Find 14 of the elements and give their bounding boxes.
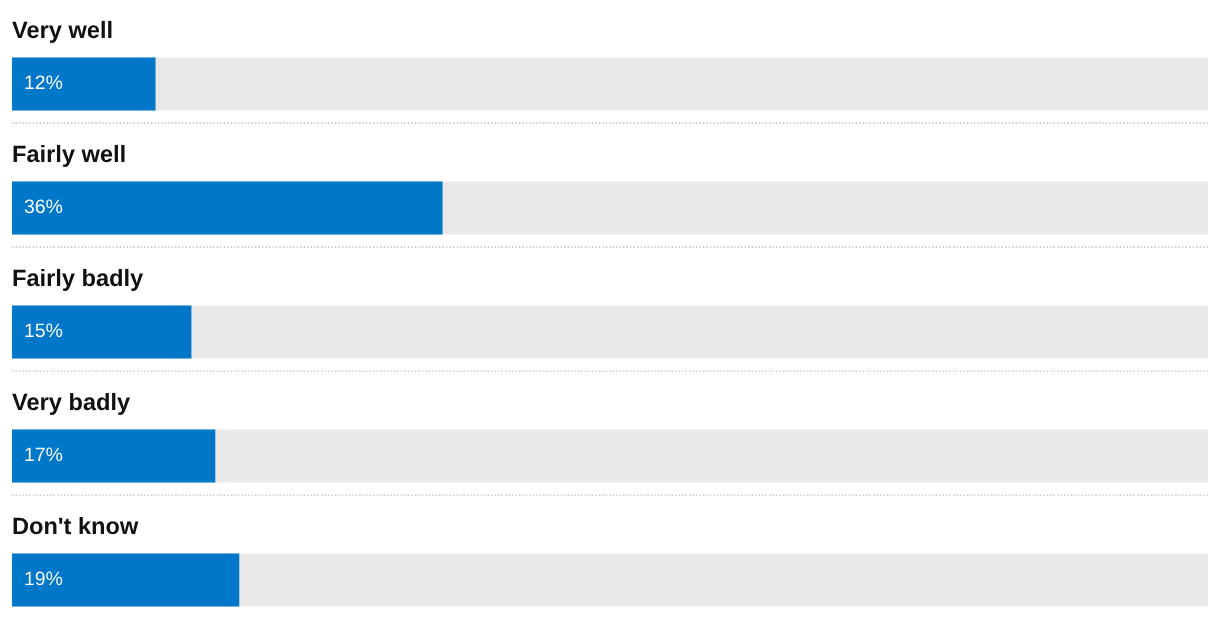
y-tick-label: Don't know <box>13 516 139 535</box>
bar <box>12 429 216 483</box>
data-label: 19% <box>25 571 63 586</box>
bar <box>12 305 192 359</box>
data-label: 15% <box>25 323 63 338</box>
y-tick-label: Fairly badly <box>13 268 144 291</box>
bar <box>12 553 240 607</box>
y-tick-label: Very badly <box>12 392 130 415</box>
y-tick-label: Very well <box>12 20 112 43</box>
data-label: 17% <box>25 447 63 462</box>
y-tick-label: Fairly well <box>13 144 125 167</box>
bar <box>12 57 156 111</box>
data-label: 12% <box>25 75 63 90</box>
data-label: 36% <box>24 199 63 214</box>
